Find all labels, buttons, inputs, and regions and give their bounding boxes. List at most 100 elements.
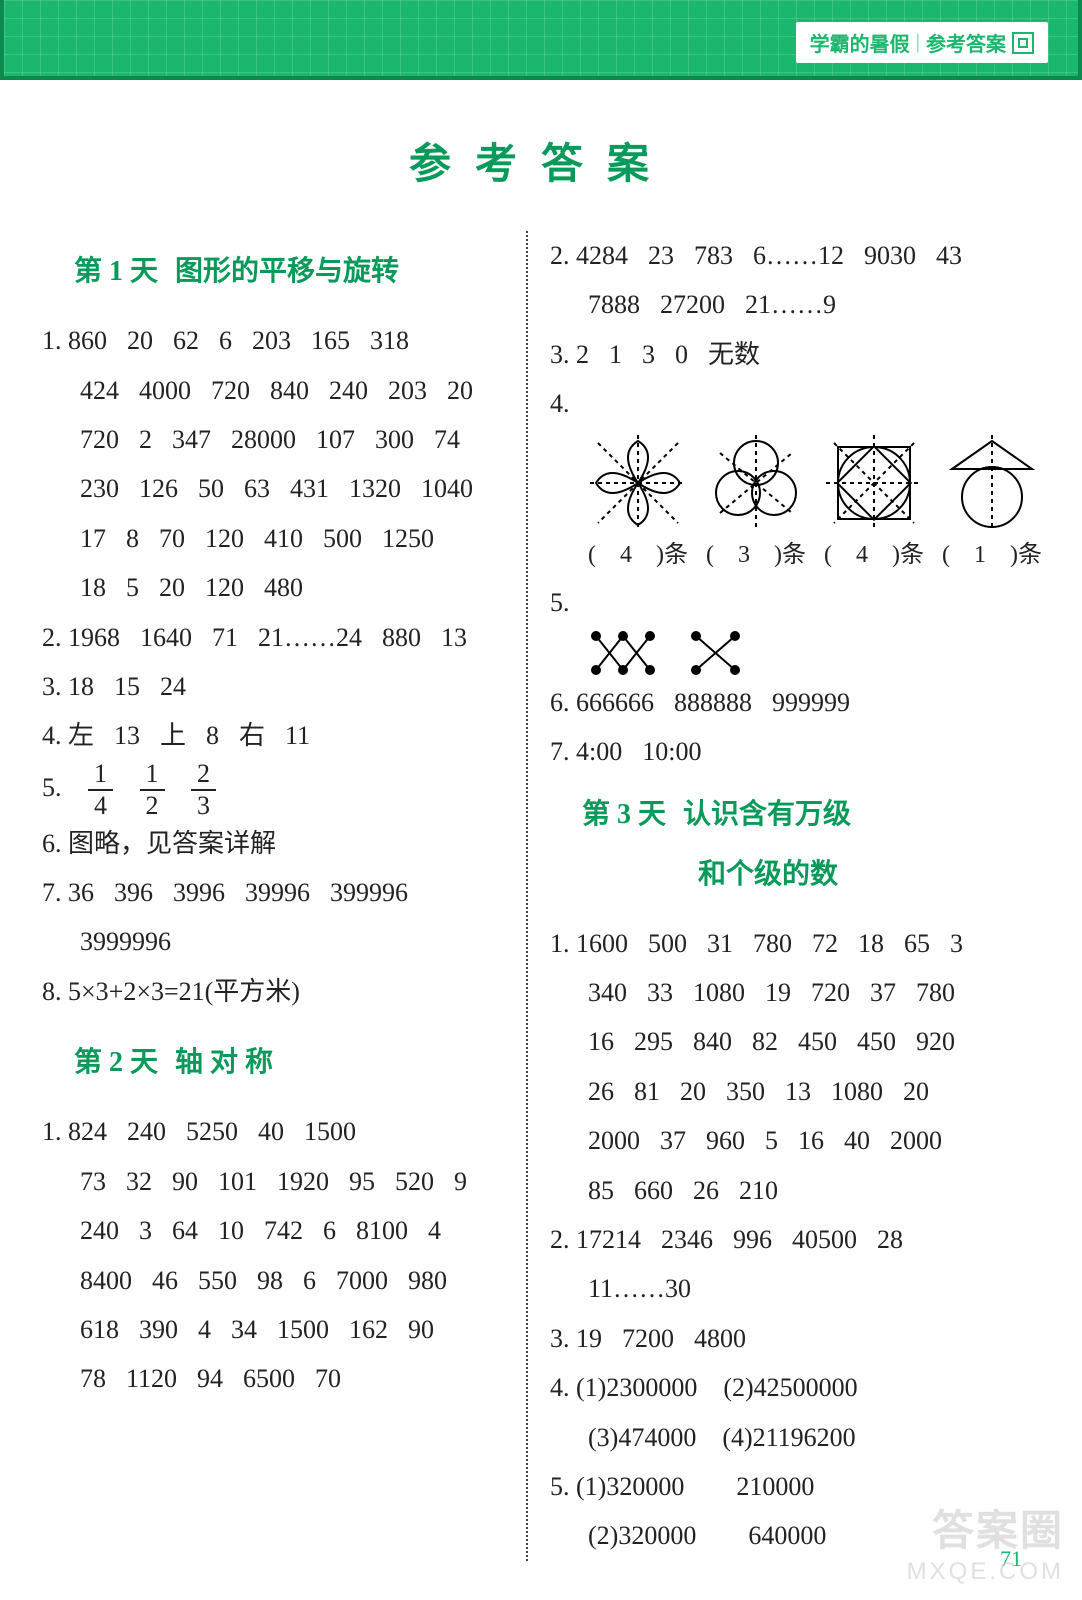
value: 10 [218, 1216, 244, 1245]
value: 18 [858, 929, 884, 958]
cap-3: ( 4 )条 [824, 533, 924, 579]
value: 8 [126, 524, 139, 553]
value: 0 [675, 340, 688, 369]
value: 1640 [140, 623, 192, 652]
d1q6: 6. 图略，见答案详解 [42, 819, 506, 868]
value: 21……24 [258, 623, 362, 652]
value: 3996 [173, 878, 225, 907]
banner-square-icon [1012, 32, 1034, 54]
value: 888888 [674, 688, 752, 717]
value: 4. 左 [42, 721, 94, 750]
value: 7. 36 [42, 878, 94, 907]
value: 618 [80, 1315, 119, 1344]
shape-flower: ( 4 )条 [588, 433, 688, 579]
value: 500 [648, 929, 687, 958]
value: 1920 [277, 1167, 329, 1196]
d1q1-r5: 178701204105001250 [80, 514, 506, 563]
page-title: 参考答案 [0, 130, 1082, 191]
value: 101 [218, 1167, 257, 1196]
value: 742 [264, 1216, 303, 1245]
value: 20 [127, 326, 153, 355]
value: 34 [231, 1315, 257, 1344]
value: 5250 [186, 1117, 238, 1146]
d1q4: 4. 左13上8右11 [42, 711, 506, 760]
banner-separator: | [916, 31, 920, 54]
value: 340 [588, 978, 627, 1007]
value: 28 [877, 1225, 903, 1254]
banner-label: 学霸的暑假 | 参考答案 [796, 22, 1048, 63]
value: 21……9 [745, 290, 836, 319]
value: 1. 1600 [550, 929, 628, 958]
value: 72 [812, 929, 838, 958]
value: 6 [219, 326, 232, 355]
value: 295 [634, 1027, 673, 1056]
match-2 [688, 628, 743, 678]
value: 32 [126, 1167, 152, 1196]
value: 13 [441, 623, 467, 652]
cap-1: ( 4 )条 [588, 533, 688, 579]
d1q1-r6: 18520120480 [80, 563, 506, 612]
value: 82 [752, 1027, 778, 1056]
value: 2000 [890, 1126, 942, 1155]
r-q6: 6. 666666888888999999 [550, 678, 1042, 727]
d1q8: 8. 5×3+2×3=21(平方米) [42, 967, 506, 1016]
value: 240 [80, 1216, 119, 1245]
value: 37 [870, 978, 896, 1007]
d2q1-r1: 1. 8242405250401500 [42, 1107, 506, 1156]
value: 347 [172, 425, 211, 454]
value: 520 [395, 1167, 434, 1196]
d2q1-r5: 618390434150016290 [80, 1305, 506, 1354]
value: 43 [936, 241, 962, 270]
value: 70 [159, 524, 185, 553]
value: 660 [634, 1176, 673, 1205]
value: 410 [264, 524, 303, 553]
content-columns: 第 1 天 图形的平移与旋转 1. 86020626203165318 4244… [0, 231, 1082, 1561]
value: 7. 4:00 [550, 737, 622, 766]
value: 7200 [622, 1324, 674, 1353]
value: 1 [609, 340, 622, 369]
value: 550 [198, 1266, 237, 1295]
r-q3: 3. 2130无数 [550, 330, 1042, 379]
value: 980 [408, 1266, 447, 1295]
shape-three-circles: ( 3 )条 [706, 433, 806, 579]
d3q1-r2: 3403310801972037780 [588, 968, 1042, 1017]
frac-3: 23 [191, 761, 216, 819]
day2-num: 第 2 天 [74, 1047, 158, 1078]
frac-2: 12 [140, 761, 165, 819]
value: 无数 [708, 340, 760, 369]
r-q4-shapes: ( 4 )条 ( 3 )条 [588, 433, 1042, 579]
d3q1-r5: 200037960516402000 [588, 1116, 1042, 1165]
value: 880 [382, 623, 421, 652]
match-1 [588, 628, 658, 678]
value: 16 [798, 1126, 824, 1155]
page-number: 71 [1000, 1546, 1022, 1572]
value: 65 [904, 929, 930, 958]
value: 13 [114, 721, 140, 750]
value: 120 [205, 573, 244, 602]
cap-2: ( 3 )条 [706, 533, 806, 579]
day3-title2: 和个级的数 [698, 859, 838, 890]
value: 8400 [80, 1266, 132, 1295]
d3q1-r6: 8566026210 [588, 1166, 1042, 1215]
value: 107 [316, 425, 355, 454]
value: 39996 [245, 878, 310, 907]
value: 1500 [277, 1315, 329, 1344]
value: 424 [80, 376, 119, 405]
value: 840 [693, 1027, 732, 1056]
value: 720 [811, 978, 850, 1007]
value: 3. 18 [42, 672, 94, 701]
r-q2-r1: 2. 4284237836……12903043 [550, 231, 1042, 280]
value: 4 [428, 1216, 441, 1245]
value: 2000 [588, 1126, 640, 1155]
value: 74 [434, 425, 460, 454]
value: 996 [733, 1225, 772, 1254]
d3q3: 3. 1972004800 [550, 1314, 1042, 1363]
d1q7-r1: 7. 36396399639996399996 [42, 868, 506, 917]
d3q1-r3: 1629584082450450920 [588, 1017, 1042, 1066]
value: 390 [139, 1315, 178, 1344]
d1q1-r4: 230126506343113201040 [80, 464, 506, 513]
value: 26 [693, 1176, 719, 1205]
value: 5 [765, 1126, 778, 1155]
value: 1. 860 [42, 326, 107, 355]
value: 40 [258, 1117, 284, 1146]
